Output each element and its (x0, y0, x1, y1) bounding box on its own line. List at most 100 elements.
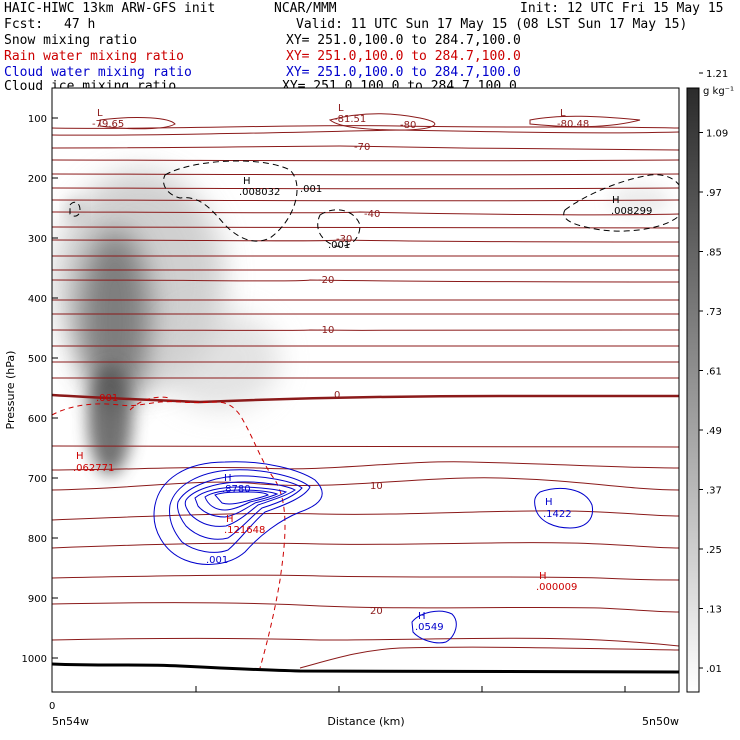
isotherm-line (52, 602, 679, 613)
y-tick-label: 300 (28, 234, 47, 245)
model-title: HAIC-HIWC 13km ARW-GFS init (4, 1, 216, 16)
freezing-level-isotherm (52, 393, 679, 404)
colorbar-tick-label: .25 (706, 545, 722, 556)
extremum-value: .000009 (536, 582, 577, 593)
rain-water-contours (52, 396, 286, 669)
colorbar-tick-label: .13 (706, 605, 722, 616)
contour-label: .001 (96, 393, 118, 404)
isotherm-line (328, 113, 436, 131)
isotherm-label: -80 (400, 120, 416, 131)
isotherm-label: -20 (318, 275, 334, 286)
y-axis-label: Pressure (hPa) (4, 351, 17, 430)
isotherm-line (52, 477, 679, 491)
extremum-kind: H (545, 497, 553, 508)
isotherm-line (52, 199, 679, 202)
y-tick-label: 500 (28, 354, 47, 365)
extremum-kind: H (226, 514, 234, 525)
isotherm-line (52, 145, 679, 151)
colorbar-tick-label: 1.21 (706, 69, 728, 80)
field-rain-name: Rain water mixing ratio (4, 49, 185, 64)
isotherm-line (99, 116, 176, 130)
colorbar-tick-label: .61 (706, 367, 722, 378)
extremum-kind: H (539, 571, 547, 582)
isotherm-line (529, 115, 641, 128)
extremum-kind: L (338, 103, 344, 114)
terrain-surface (52, 662, 679, 674)
contour-label: .001 (328, 240, 350, 251)
isotherm-label: 20 (370, 606, 383, 617)
extremum-value: -81.51 (334, 114, 366, 125)
y-tick-label: 400 (28, 294, 47, 305)
x-end-label: 5n50w (642, 715, 679, 728)
y-tick-label: 100 (28, 114, 47, 125)
colorbar-tick-label: .49 (706, 426, 722, 437)
isotherm-line (52, 542, 679, 549)
isotherm-line (52, 159, 679, 162)
extremum-kind: H (418, 611, 426, 622)
extremum-value: -80.48 (557, 119, 589, 130)
extremum-value: .121648 (224, 525, 265, 536)
plot-border (51, 87, 680, 693)
isotherm-label: 10 (370, 481, 383, 492)
colorbar-tick-label: 1.09 (706, 129, 728, 140)
init-time: Init: 12 UTC Fri 15 May 15 (520, 1, 724, 16)
y-tick-label: 800 (28, 534, 47, 545)
extremum-value: .8780 (222, 484, 251, 495)
colorbar-tick-label: .01 (706, 664, 722, 675)
isotherm-labels: -80 -70 -40 -30 -20 -10 0 10 20 (318, 120, 416, 617)
contour-label: .001 (206, 555, 228, 566)
extremum-kind: L (560, 108, 566, 119)
isotherm-line (52, 187, 679, 190)
valid-time: Valid: 11 UTC Sun 17 May 15 (08 LST Sun … (296, 17, 688, 32)
isotherm-line (52, 279, 679, 283)
colorbar-unit: g kg⁻¹ (703, 86, 734, 97)
field-cloudwater-name: Cloud water mixing ratio (4, 65, 192, 80)
isotherm-line (52, 637, 679, 647)
colorbar-tick-label: .73 (706, 307, 722, 318)
x-zero-label: 0 (49, 701, 55, 712)
extremum-kind: H (243, 176, 251, 187)
x-axis-ticks (51, 686, 626, 692)
y-tick-label: 700 (28, 474, 47, 485)
isotherm-line (299, 646, 679, 669)
field-snow-name: Snow mixing ratio (4, 33, 138, 48)
y-tick-label: 900 (28, 594, 47, 605)
colorbar-tick-label: .85 (706, 248, 722, 259)
extremum-value: .008299 (611, 206, 652, 217)
cloud-water-contours (153, 461, 594, 644)
x-axis-label: Distance (km) (327, 715, 404, 728)
extremum-value: .1422 (543, 509, 572, 520)
y-axis: 100 200 300 400 500 600 700 800 900 1000 (22, 114, 58, 665)
extremum-kind: H (224, 473, 232, 484)
isotherm-label: -30 (336, 234, 352, 245)
extremum-value: .0549 (415, 622, 444, 633)
y-tick-label: 200 (28, 174, 47, 185)
org-label: NCAR/MMM (274, 1, 337, 16)
extrema-markers: L -79.65 L -81.51 L -80.48 H .008032 H .… (73, 103, 652, 633)
colorbar (686, 87, 700, 693)
isotherm-label: -40 (364, 209, 380, 220)
colorbar-tick-label: .97 (706, 188, 722, 199)
isotherm-label: 0 (334, 390, 340, 401)
forecast-hours: 47 h (64, 17, 96, 32)
isotherm-line (52, 510, 679, 521)
contour-label: .001 (300, 184, 322, 195)
extremum-kind: H (76, 451, 84, 462)
isotherm-label: -10 (318, 325, 334, 336)
y-tick-label: 1000 (22, 654, 47, 665)
isotherm-line (52, 226, 679, 229)
isotherm-line (52, 173, 679, 176)
temperature-isotherms (52, 113, 679, 669)
colorbar-ticks: .01 .13 .25 .37 .49 .61 .73 .85 .97 1.09 1.21 (699, 69, 728, 675)
cloud-ice-contours (69, 160, 679, 247)
y-tick-label: 600 (28, 414, 47, 425)
isotherm-label: -70 (354, 142, 370, 153)
isotherm-line (52, 445, 679, 448)
extremum-value: .062771 (73, 463, 114, 474)
isotherm-line (52, 574, 679, 581)
x-start-label: 5n54w (52, 715, 89, 728)
field-cloudwater-xy: XY= 251.0,100.0 to 284.7,100.0 (286, 65, 521, 80)
colorbar-tick-label: .37 (706, 486, 722, 497)
isotherm-line (52, 211, 679, 216)
